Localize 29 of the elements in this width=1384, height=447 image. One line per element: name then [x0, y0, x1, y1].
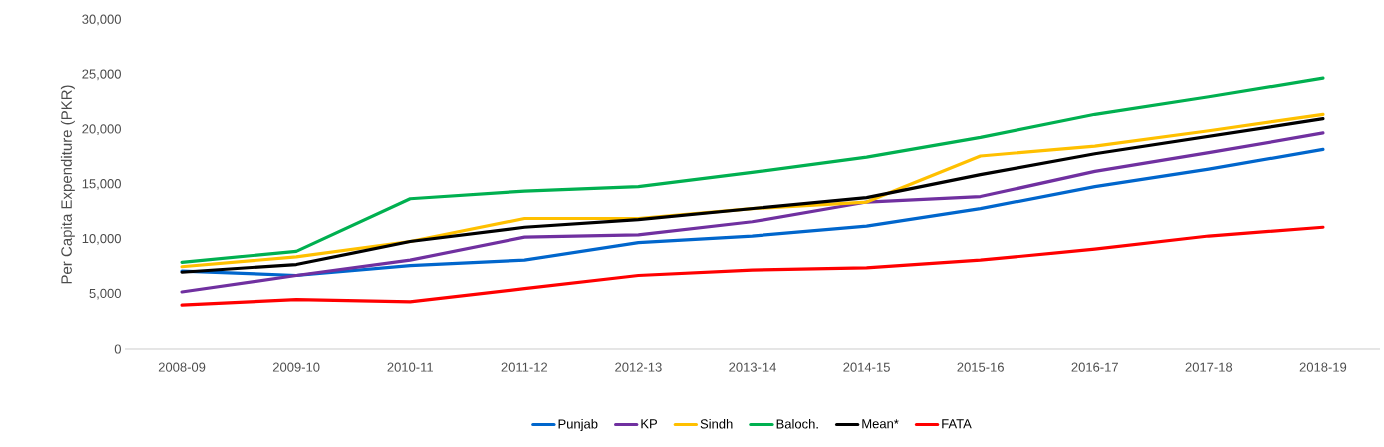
- x-tick-label: 2015-16: [957, 362, 1004, 372]
- line-series: [180, 76, 1325, 264]
- line-series: [180, 131, 1325, 294]
- line-series: [180, 225, 1325, 307]
- y-tick-label: 15,000: [82, 179, 121, 190]
- x-tick-label: 2017-18: [1185, 362, 1233, 372]
- y-tick-label: 10,000: [82, 233, 121, 245]
- legend-label: Sindh: [700, 418, 733, 429]
- y-tick-label: 30,000: [82, 14, 121, 26]
- y-tick-label: 0: [114, 344, 121, 354]
- y-tick-label: 25,000: [82, 69, 121, 81]
- x-tick-label: 2018-19: [1299, 362, 1347, 372]
- y-tick-label: 20,000: [82, 124, 121, 136]
- x-tick-label: 2016-17: [1071, 362, 1118, 372]
- x-tick-label: 2008-09: [158, 362, 206, 372]
- x-tick-label: 2013-14: [729, 362, 776, 372]
- legend-label: Baloch.: [776, 418, 818, 429]
- legend-label: KP: [641, 419, 657, 429]
- legend-label: Punjab: [558, 418, 598, 432]
- line-series: [180, 147, 1325, 278]
- x-tick-label: 2012-13: [615, 362, 662, 372]
- legend-label: Mean*: [862, 419, 899, 429]
- y-tick-label: 5,000: [89, 288, 121, 300]
- x-tick-label: 2010-11: [387, 362, 433, 372]
- x-tick-label: 2009-10: [272, 362, 320, 372]
- x-tick-label: 2011-12: [501, 362, 548, 372]
- legend-label: FATA: [942, 419, 972, 429]
- x-tick-label: 2014-15: [843, 362, 890, 372]
- y-axis-title: Per Capita Expenditure (PKR): [60, 85, 75, 284]
